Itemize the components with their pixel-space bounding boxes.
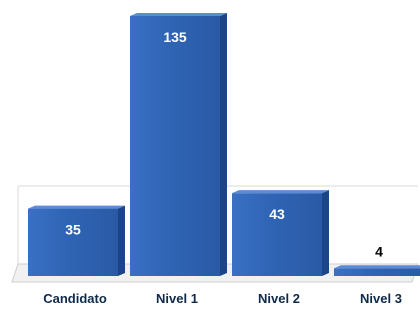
- bar-4: [334, 265, 420, 276]
- bar-side: [220, 13, 227, 276]
- bar-front: [130, 16, 220, 276]
- x-tick-label: Nivel 3: [360, 291, 402, 306]
- bar-side: [322, 190, 329, 276]
- bars-group: [28, 13, 420, 276]
- bar-3: [232, 190, 329, 276]
- bar-top: [334, 265, 420, 269]
- bar-front: [232, 193, 322, 276]
- data-label: 135: [163, 29, 187, 45]
- x-tick-label: Nivel 2: [258, 291, 300, 306]
- bar-front: [28, 208, 118, 276]
- labels-group: 35 Candidato 135 Nivel 1 43 Nivel 2 4 Nivel 3: [43, 29, 402, 306]
- bar-front: [334, 268, 420, 276]
- bar-top: [28, 205, 125, 209]
- x-tick-label: Nivel 1: [156, 291, 198, 306]
- bar-2: [130, 13, 227, 276]
- bar-side: [118, 205, 125, 276]
- bar-top: [232, 190, 329, 194]
- data-label: 43: [269, 206, 285, 222]
- bar-top: [130, 13, 227, 16]
- bar-1: [28, 205, 125, 276]
- x-tick-label: Candidato: [43, 291, 107, 306]
- data-label: 4: [375, 243, 383, 259]
- data-label: 35: [65, 222, 81, 238]
